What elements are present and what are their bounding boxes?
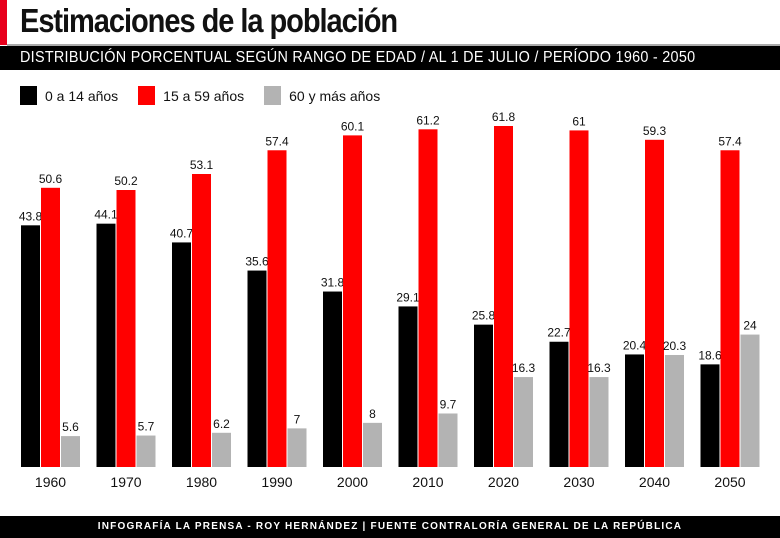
data-label: 60.1 <box>341 119 365 133</box>
x-tick-label: 1960 <box>35 474 66 490</box>
bar <box>116 190 136 467</box>
data-label: 29.1 <box>396 290 420 304</box>
data-label: 57.4 <box>265 134 289 148</box>
legend-label: 15 a 59 años <box>163 87 245 104</box>
legend-swatch <box>138 86 156 105</box>
bar <box>645 139 664 467</box>
bar <box>720 150 740 467</box>
data-label: 59.3 <box>643 124 667 138</box>
bar <box>569 130 589 467</box>
bar <box>589 377 609 467</box>
subtitle-bar <box>0 46 780 70</box>
title-divider <box>7 44 780 46</box>
bar <box>514 377 533 467</box>
data-label: 18.6 <box>698 348 722 362</box>
data-label: 5.6 <box>62 420 79 434</box>
data-label: 50.6 <box>39 172 63 186</box>
x-tick-label: 1980 <box>186 474 217 490</box>
accent-stripe <box>0 0 7 45</box>
bar <box>625 354 644 467</box>
data-label: 50.2 <box>114 174 138 188</box>
data-label: 8 <box>369 407 376 421</box>
data-label: 24 <box>743 319 757 333</box>
bar <box>418 129 438 468</box>
legend-label: 0 a 14 años <box>45 87 119 104</box>
x-tick-label: 2040 <box>639 474 670 490</box>
x-tick-label: 1990 <box>261 474 292 490</box>
x-tick-label: 2010 <box>412 474 443 490</box>
legend-item: 15 a 59 años <box>138 86 244 105</box>
legend: 0 a 14 años 15 a 59 años 60 y más años <box>20 86 380 105</box>
data-label: 57.4 <box>718 134 742 148</box>
bar <box>665 354 684 467</box>
legend-item: 60 y más años <box>264 86 380 105</box>
legend-swatch <box>264 86 282 105</box>
data-label: 20.4 <box>623 338 647 352</box>
bar <box>363 422 382 467</box>
data-label: 61.8 <box>492 110 516 124</box>
bar <box>267 150 287 467</box>
bar <box>96 223 116 467</box>
bar <box>323 291 342 467</box>
data-label: 25.8 <box>472 309 496 323</box>
subtitle: DISTRIBUCIÓN PORCENTUAL SEGÚN RANGO DE E… <box>20 49 696 66</box>
data-label: 43.8 <box>19 209 43 223</box>
bar <box>343 135 362 468</box>
x-tick-label: 2020 <box>488 474 519 490</box>
data-label: 7 <box>294 412 301 426</box>
bar <box>474 324 493 467</box>
bar <box>740 334 760 467</box>
bar <box>21 225 40 467</box>
data-label: 53.1 <box>190 158 214 172</box>
bar <box>494 126 513 467</box>
page-title: Estimaciones de la población <box>20 2 398 39</box>
bar <box>700 364 720 467</box>
x-tick-label: 2000 <box>337 474 368 490</box>
data-label: 9.7 <box>440 397 457 411</box>
data-label: 6.2 <box>213 417 230 431</box>
bar <box>398 306 418 467</box>
legend-swatch <box>20 86 37 105</box>
footer-credit: INFOGRAFÍA LA PRENSA - ROY HERNÁNDEZ | F… <box>0 516 780 538</box>
data-label: 31.8 <box>321 276 345 290</box>
legend-item: 0 a 14 años <box>20 86 118 105</box>
bar <box>172 242 191 467</box>
bar <box>438 413 458 467</box>
data-label: 20.3 <box>663 339 687 353</box>
x-tick-label: 2050 <box>714 474 745 490</box>
bar <box>192 174 211 467</box>
data-label: 61.2 <box>416 113 440 127</box>
bar <box>287 428 307 467</box>
data-label: 16.3 <box>587 361 611 375</box>
data-label: 44.1 <box>94 208 118 222</box>
data-label: 40.7 <box>170 226 194 240</box>
bar <box>212 432 231 467</box>
bar <box>41 187 60 467</box>
data-label: 22.7 <box>547 326 571 340</box>
x-tick-label: 1970 <box>110 474 141 490</box>
x-tick-label: 2030 <box>563 474 594 490</box>
data-label: 5.7 <box>138 420 155 434</box>
legend-label: 60 y más años <box>289 87 381 104</box>
bar <box>247 270 267 467</box>
data-label: 61 <box>572 114 586 128</box>
data-label: 16.3 <box>512 361 536 375</box>
bar <box>136 435 156 467</box>
data-label: 35.6 <box>245 255 269 269</box>
bar <box>549 341 569 467</box>
bar <box>61 436 80 467</box>
